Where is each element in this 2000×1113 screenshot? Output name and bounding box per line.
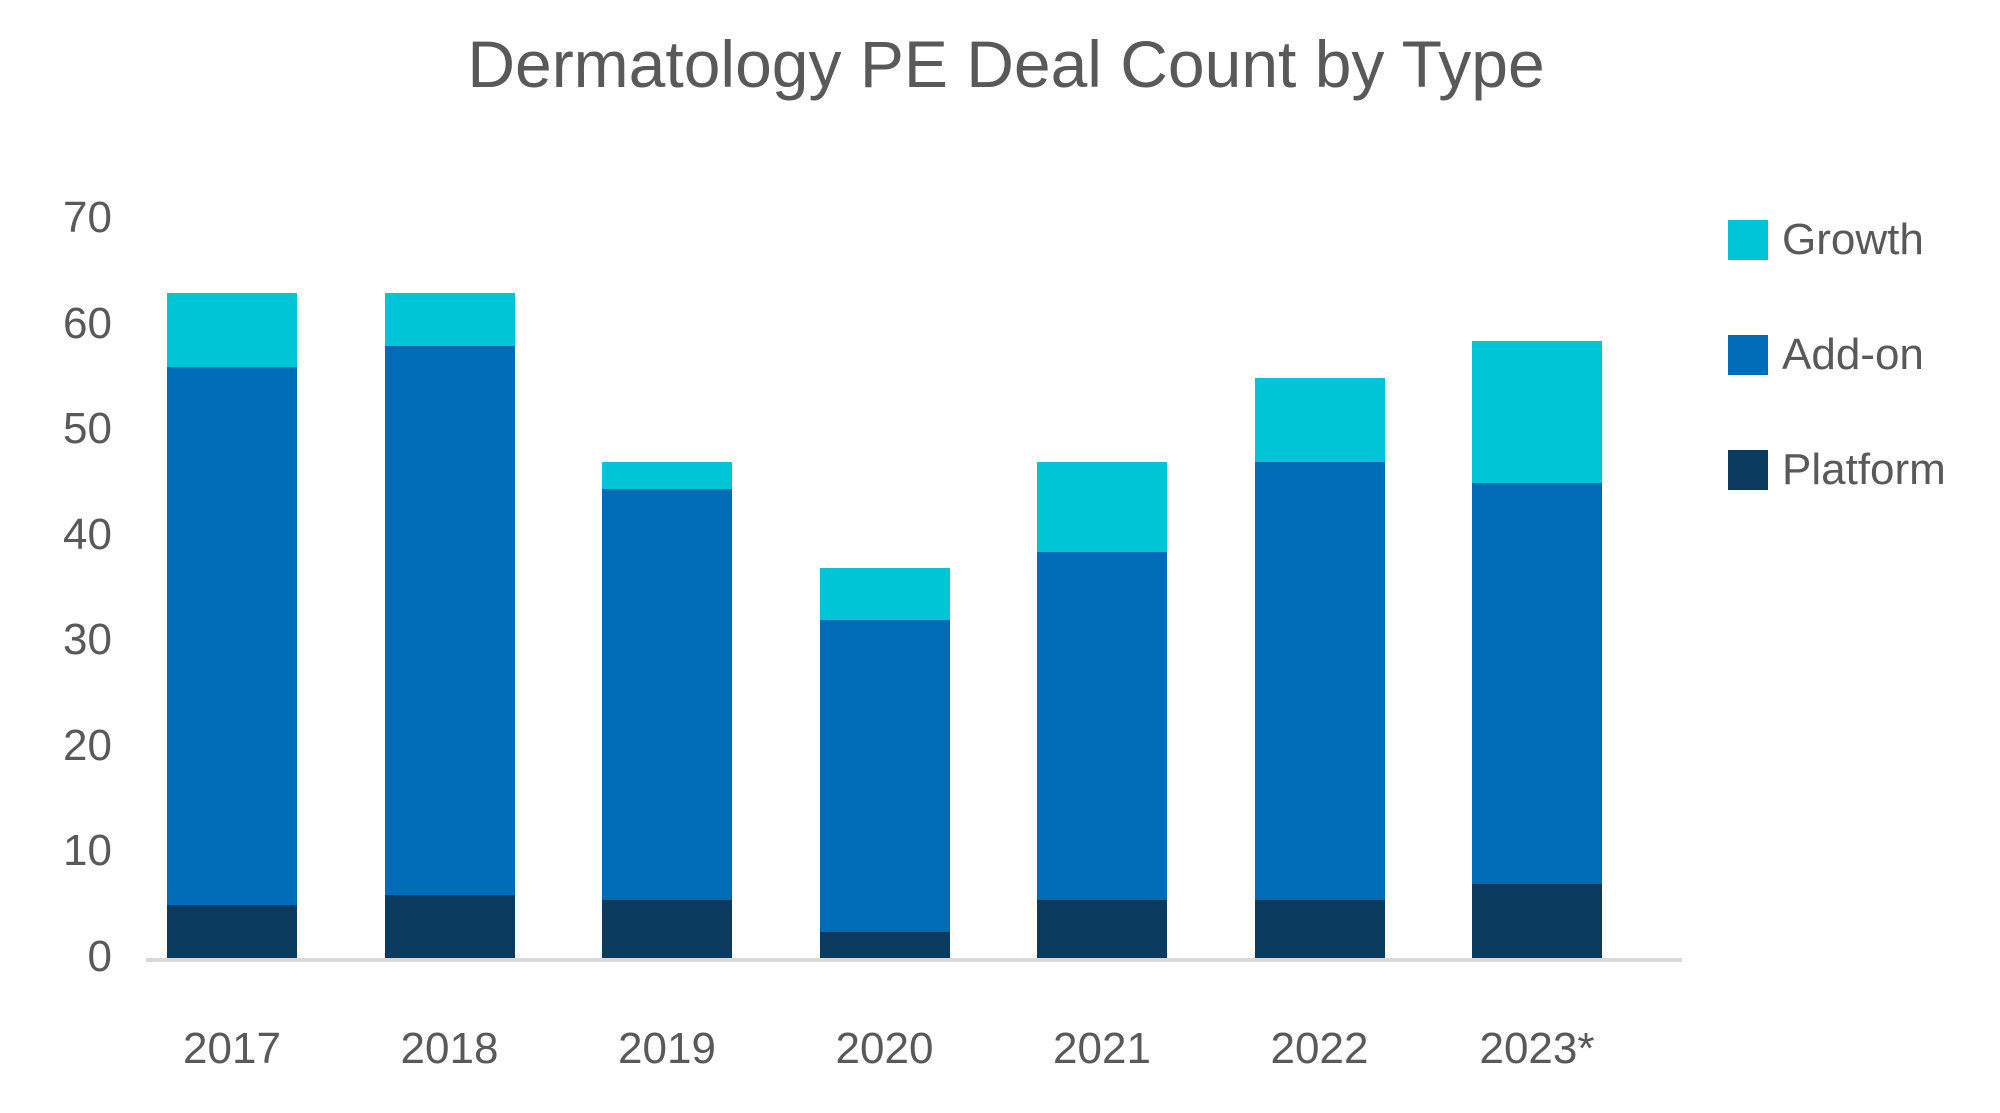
bar-2022 [1254, 377, 1385, 958]
chart-title: Dermatology PE Deal Count by Type [467, 27, 1545, 101]
legend-item-addon: Add-on [1728, 330, 1924, 380]
bar-2019 [602, 462, 732, 958]
bar-segment-platform [384, 894, 515, 958]
legend-label: Add-on [1782, 330, 1924, 379]
bar-segment-growth [819, 567, 950, 621]
x-axis-category-label: 2020 [835, 1024, 934, 1073]
x-axis-category-label: 2017 [183, 1024, 281, 1073]
bar-2023 [1472, 340, 1602, 958]
bar-segment-platform [819, 931, 950, 958]
x-axis-category-label: 2023* [1479, 1024, 1595, 1073]
bar-segment-addon [384, 346, 515, 895]
y-axis-tick-label: 60 [63, 298, 112, 348]
y-axis-tick-label: 40 [63, 509, 112, 559]
bar-2021 [1037, 462, 1167, 958]
bar-segment-addon [1037, 551, 1167, 900]
bar-segment-growth [1254, 377, 1385, 463]
y-axis-tick-label: 70 [63, 193, 112, 242]
x-axis-category-label: 2019 [618, 1024, 716, 1073]
x-axis-category-label: 2022 [1270, 1024, 1369, 1073]
bar-segment-growth [384, 293, 515, 347]
bar-segment-growth [167, 293, 297, 368]
bar-segment-growth [1037, 462, 1167, 552]
y-axis-tick-label: 30 [63, 615, 112, 664]
x-axis-line [146, 958, 1682, 962]
bar-segment-growth [602, 462, 732, 489]
y-axis-tick-label: 20 [63, 720, 112, 770]
y-axis-tick-label: 50 [63, 404, 112, 453]
bar-segment-addon [602, 488, 732, 900]
bar-segment-addon [167, 367, 297, 906]
bar-segment-platform [1472, 884, 1602, 958]
legend-item-growth: Growth [1728, 215, 1924, 265]
y-axis-tick-label: 0 [87, 931, 112, 981]
bar-segment-growth [1472, 340, 1602, 484]
x-axis-category-label: 2018 [400, 1024, 499, 1073]
bar-2020 [819, 567, 950, 958]
bar-segment-platform [602, 899, 732, 958]
legend-label: Platform [1782, 445, 1946, 494]
x-axis-category-label: 2021 [1053, 1024, 1151, 1073]
bar-segment-addon [819, 620, 950, 932]
bar-2018 [384, 293, 515, 958]
legend-swatch-addon [1728, 335, 1768, 375]
legend-label: Growth [1782, 215, 1924, 264]
bar-segment-platform [1254, 899, 1385, 958]
bar-segment-platform [167, 905, 297, 958]
bar-segment-addon [1254, 462, 1385, 900]
legend-item-platform: Platform [1728, 445, 1946, 495]
bar-segment-platform [1037, 899, 1167, 958]
bar-2017 [167, 293, 297, 958]
legend-swatch-growth [1728, 220, 1768, 260]
legend-swatch-platform [1728, 450, 1768, 490]
bar-segment-addon [1472, 483, 1602, 885]
y-axis-tick-label: 10 [63, 826, 112, 875]
